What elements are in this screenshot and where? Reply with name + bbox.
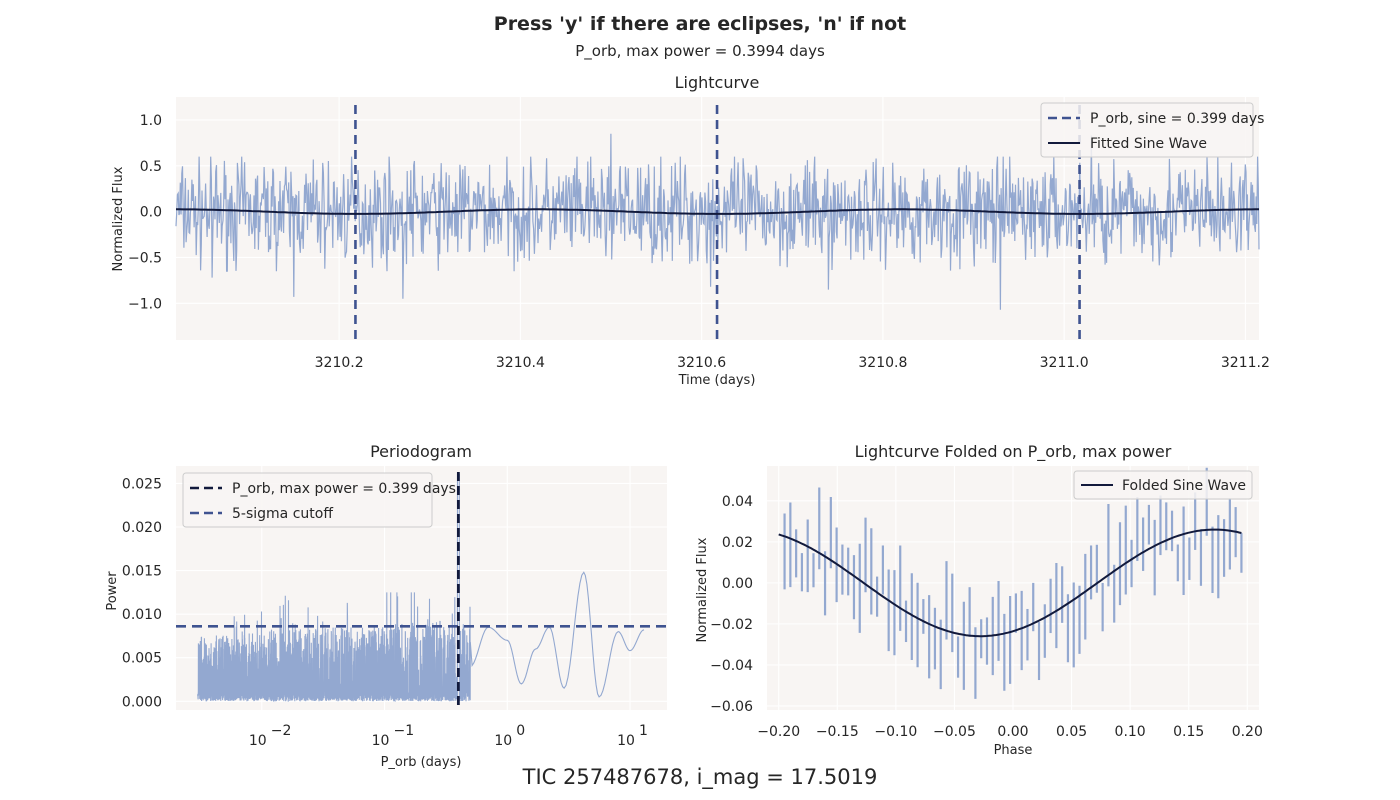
periodogram-y-tick-label: 0.025 bbox=[122, 476, 162, 492]
folded-y-tick-label: −0.04 bbox=[710, 658, 753, 674]
folded-sine bbox=[778, 528, 1242, 638]
periodogram-y-ticks: 0.000 0.005 0.010 0.015 0.020 0.025 bbox=[122, 476, 162, 710]
periodogram-x-tick-exponent: −1 bbox=[394, 723, 415, 739]
lightcurve-y-tick-label: 0.5 bbox=[140, 159, 162, 175]
lightcurve-fitted-sine bbox=[176, 208, 1259, 215]
periodogram-xlabel: P_orb (days) bbox=[381, 755, 462, 770]
lightcurve-y-ticks: −1.0 −0.5 0.0 0.5 1.0 bbox=[128, 113, 162, 312]
periodogram-x-tick-exponent: 1 bbox=[639, 723, 648, 739]
periodogram-legend: P_orb, max power = 0.399 days 5-sigma cu… bbox=[182, 472, 456, 528]
lightcurve-y-tick-label: 1.0 bbox=[140, 113, 162, 129]
lightcurve-ylabel: Normalized Flux bbox=[111, 166, 126, 271]
lightcurve-x-tick-label: 3211.0 bbox=[1040, 355, 1089, 371]
folded-xlabel: Phase bbox=[994, 743, 1033, 758]
folded-data bbox=[783, 467, 1243, 699]
folded-x-tick-label: 0.00 bbox=[997, 724, 1028, 740]
lightcurve-y-tick-label: 0.0 bbox=[140, 205, 162, 221]
periodogram-y-tick-label: 0.020 bbox=[122, 520, 162, 536]
legend-sine-label: Fitted Sine Wave bbox=[1090, 136, 1207, 152]
periodogram-data bbox=[197, 474, 645, 703]
folded-y-ticks: −0.06 −0.04 −0.02 0.00 0.02 0.04 bbox=[710, 494, 753, 715]
lightcurve-y-tick-label: −0.5 bbox=[128, 250, 162, 266]
periodogram-y-tick-label: 0.000 bbox=[122, 694, 162, 710]
lightcurve-x-tick-label: 3210.4 bbox=[496, 355, 545, 371]
periodogram-x-tick-label: 10 bbox=[372, 733, 390, 749]
folded-x-ticks: −0.20 −0.15 −0.10 −0.05 0.00 0.05 0.10 0.15 0.20 bbox=[757, 724, 1263, 740]
lightcurve-sine bbox=[176, 208, 1259, 215]
lightcurve-x-tick-label: 3211.2 bbox=[1221, 355, 1270, 371]
lightcurve-x-tick-label: 3210.8 bbox=[858, 355, 907, 371]
folded-y-tick-label: 0.02 bbox=[722, 535, 753, 551]
periodogram-power-series bbox=[197, 474, 645, 703]
periodogram-x-tick-label: 10 bbox=[249, 733, 267, 749]
folded-y-tick-label: −0.02 bbox=[710, 617, 753, 633]
figure-suptitle: Press 'y' if there are eclipses, 'n' if … bbox=[494, 13, 906, 35]
lightcurve-period-lines bbox=[354, 105, 1081, 340]
lightcurve-y-tick-label: −1.0 bbox=[128, 296, 162, 312]
folded-x-tick-label: −0.15 bbox=[816, 724, 859, 740]
periodogram-reference-lines bbox=[176, 472, 667, 710]
folded-y-tick-label: −0.06 bbox=[710, 699, 753, 715]
folded-grid bbox=[767, 466, 1259, 710]
legend-maxline-label: P_orb, max power = 0.399 days bbox=[232, 481, 456, 497]
folded-y-tick-label: 0.04 bbox=[722, 494, 753, 510]
folded-panel: Lightcurve Folded on P_orb, max power −0… bbox=[695, 442, 1263, 758]
folded-y-tick-label: 0.00 bbox=[722, 576, 753, 592]
folded-x-tick-label: −0.20 bbox=[757, 724, 800, 740]
folded-legend: Folded Sine Wave bbox=[1073, 470, 1253, 500]
periodogram-title: Periodogram bbox=[370, 442, 472, 461]
lightcurve-x-tick-label: 3210.2 bbox=[315, 355, 364, 371]
legend-vline-label: P_orb, sine = 0.399 days bbox=[1090, 111, 1264, 127]
periodogram-ylabel: Power bbox=[105, 571, 120, 611]
folded-title: Lightcurve Folded on P_orb, max power bbox=[855, 442, 1172, 462]
periodogram-y-tick-label: 0.010 bbox=[122, 607, 162, 623]
folded-x-tick-label: 0.15 bbox=[1173, 724, 1204, 740]
lightcurve-xlabel: Time (days) bbox=[678, 373, 756, 388]
lightcurve-panel: Lightcurve 3210.2 3210.4 3210.6 3210.8 3211.… bbox=[111, 73, 1270, 388]
folded-x-tick-label: −0.05 bbox=[933, 724, 976, 740]
periodogram-x-tick-exponent: 0 bbox=[516, 723, 525, 739]
periodogram-x-tick-exponent: −2 bbox=[271, 723, 292, 739]
legend-cutoff-label: 5-sigma cutoff bbox=[232, 506, 333, 522]
periodogram-x-tick-label: 10 bbox=[617, 733, 635, 749]
figure-footer: TIC 257487678, i_mag = 17.5019 bbox=[522, 765, 878, 790]
lightcurve-title: Lightcurve bbox=[675, 73, 760, 92]
periodogram-x-tick-label: 10 bbox=[494, 733, 512, 749]
lightcurve-x-ticks: 3210.2 3210.4 3210.6 3210.8 3211.0 3211.2 bbox=[315, 355, 1270, 371]
legend-folded-label: Folded Sine Wave bbox=[1122, 478, 1246, 494]
folded-sine-curve bbox=[778, 528, 1242, 638]
folded-x-tick-label: 0.20 bbox=[1232, 724, 1263, 740]
folded-x-tick-label: 0.05 bbox=[1056, 724, 1087, 740]
lightcurve-legend: P_orb, sine = 0.399 days Fitted Sine Wav… bbox=[1040, 102, 1264, 158]
figure-subtitle: P_orb, max power = 0.3994 days bbox=[575, 42, 825, 61]
periodogram-y-tick-label: 0.015 bbox=[122, 564, 162, 580]
periodogram-y-tick-label: 0.005 bbox=[122, 651, 162, 667]
lightcurve-x-tick-label: 3210.6 bbox=[677, 355, 726, 371]
folded-x-tick-label: −0.10 bbox=[874, 724, 917, 740]
folded-x-tick-label: 0.10 bbox=[1115, 724, 1146, 740]
folded-ylabel: Normalized Flux bbox=[695, 537, 710, 642]
